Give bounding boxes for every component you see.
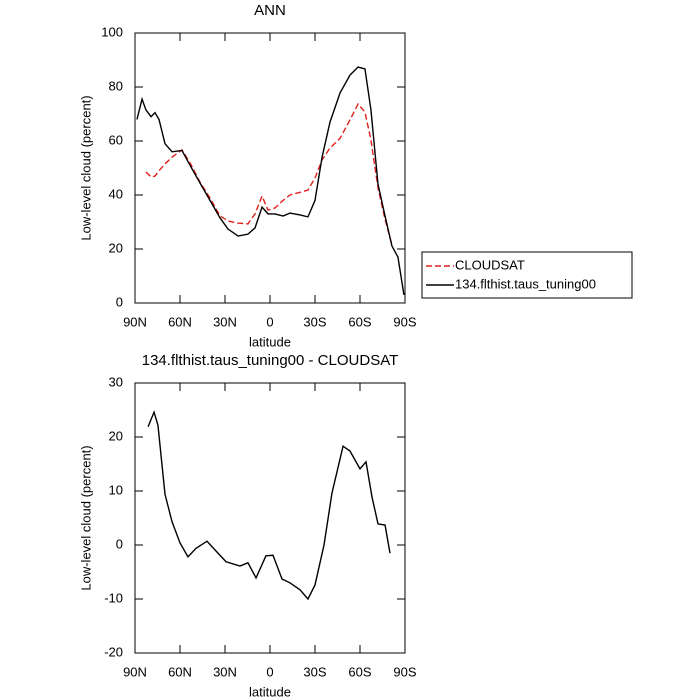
x-tick-label: 60N — [168, 314, 192, 329]
y-tick-label: 30 — [109, 374, 123, 389]
y-tick-label: -20 — [104, 644, 123, 659]
y-axis-label: Low-level cloud (percent) — [78, 95, 93, 240]
y-tick-label: 10 — [109, 482, 123, 497]
x-tick-label: 90N — [123, 314, 147, 329]
y-axis-label: Low-level cloud (percent) — [78, 445, 93, 590]
plot-frame — [134, 32, 406, 304]
x-tick-label: 60N — [168, 664, 192, 679]
chart-title: 134.flthist.taus_tuning00 - CLOUDSAT — [142, 352, 399, 369]
y-tick-label: 80 — [109, 78, 123, 93]
y-tick-label: 0 — [116, 294, 123, 309]
x-tick-label: 60S — [348, 664, 371, 679]
x-tick-label: 0 — [266, 314, 273, 329]
x-tick-label: 90N — [123, 664, 147, 679]
legend-label: 134.flthist.taus_tuning00 — [455, 276, 596, 291]
data-line — [147, 410, 391, 601]
y-tick-label: 60 — [109, 132, 123, 147]
y-tick-label: 20 — [109, 428, 123, 443]
legend-label: CLOUDSAT — [455, 257, 525, 272]
x-tick-label: 30N — [213, 664, 237, 679]
data-line — [145, 102, 393, 246]
y-tick-label: 0 — [116, 536, 123, 551]
y-tick-label: 20 — [109, 240, 123, 255]
x-tick-label: 30S — [303, 664, 326, 679]
x-tick-label: 30N — [213, 314, 237, 329]
chart-title: ANN — [254, 2, 286, 19]
x-tick-label: 90S — [393, 664, 416, 679]
plot-frame — [134, 382, 406, 654]
legend-box — [421, 251, 633, 299]
x-tick-label: 30S — [303, 314, 326, 329]
x-tick-label: 0 — [266, 664, 273, 679]
x-axis-label: latitude — [249, 684, 291, 699]
y-tick-label: 40 — [109, 186, 123, 201]
x-axis-label: latitude — [249, 334, 291, 349]
x-tick-label: 90S — [393, 314, 416, 329]
x-tick-label: 60S — [348, 314, 371, 329]
y-tick-label: 100 — [101, 24, 123, 39]
data-line — [136, 66, 405, 296]
y-tick-label: -10 — [104, 590, 123, 605]
